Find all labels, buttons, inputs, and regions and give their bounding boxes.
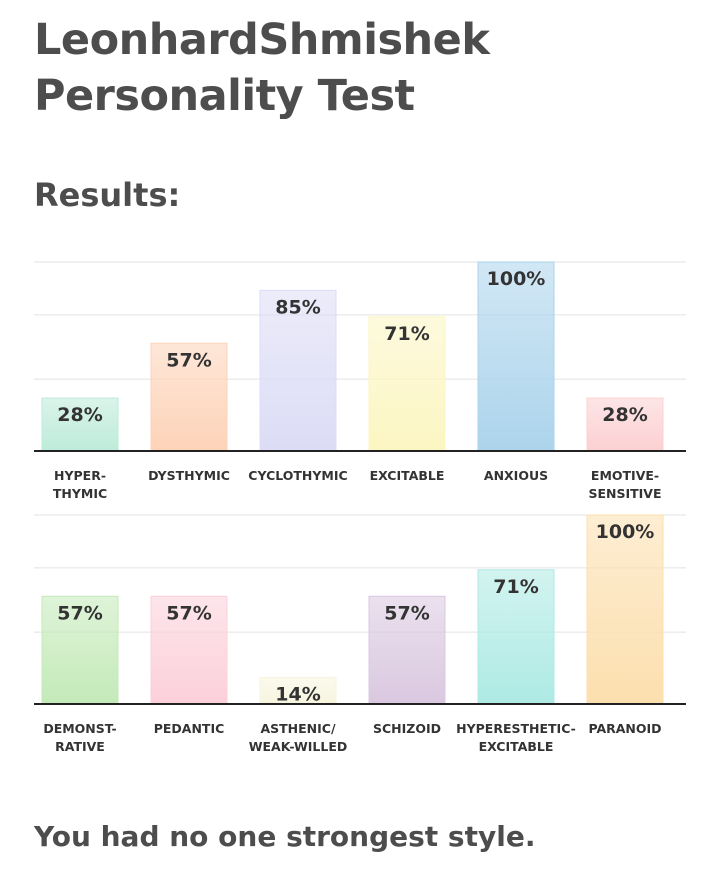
category-label: EXCITABLE	[370, 468, 445, 483]
bar	[150, 342, 228, 452]
page-title-line-1: LeonhardShmishek	[34, 15, 490, 65]
category-label: ASTHENIC/	[260, 721, 335, 736]
bar-chart-2: 57% DEMONST- RATIVE 57% PEDANTIC 14% ASTHENIC/…	[34, 514, 686, 754]
category-label: HYPER-	[54, 468, 106, 483]
result-summary: You had no one strongest style.	[34, 820, 536, 853]
category-label: DEMONST-	[43, 721, 116, 736]
page-title-line-2: Personality Test	[34, 71, 415, 121]
category-label: PEDANTIC	[154, 721, 225, 736]
category-label: PARANOID	[588, 721, 661, 736]
bar	[41, 595, 119, 705]
bar	[368, 316, 446, 452]
results-heading: Results:	[34, 176, 181, 214]
category-label: THYMIC	[53, 486, 107, 501]
page-title: LeonhardShmishek Personality Test	[34, 12, 490, 124]
bar	[477, 261, 555, 452]
bar	[586, 514, 664, 705]
category-label: EMOTIVE-	[591, 468, 659, 483]
bar-value-label: 57%	[166, 602, 211, 624]
category-label: CYCLOTHYMIC	[248, 468, 347, 483]
bar-value-label: 57%	[57, 602, 102, 624]
bar-value-label: 14%	[275, 684, 320, 706]
category-label: HYPERESTHETIC-	[456, 721, 576, 736]
category-label: ANXIOUS	[484, 468, 548, 483]
bar	[368, 595, 446, 705]
bar	[150, 595, 228, 705]
category-label: RATIVE	[55, 739, 105, 754]
bar-value-label: 28%	[57, 404, 102, 426]
bar-value-label: 57%	[384, 602, 429, 624]
category-label: SENSITIVE	[588, 486, 661, 501]
bar-value-label: 100%	[487, 268, 546, 290]
bar	[259, 289, 337, 452]
bar-value-label: 57%	[166, 349, 211, 371]
category-label: WEAK-WILLED	[249, 739, 348, 754]
category-label: SCHIZOID	[373, 721, 441, 736]
bar-chart-1: 28% HYPER- THYMIC 57% DYSTHYMIC 85% CYCLOTHYMI…	[34, 261, 686, 501]
bar-value-label: 28%	[602, 404, 647, 426]
bar-value-label: 71%	[384, 323, 429, 345]
bar	[41, 397, 119, 452]
bar-value-label: 71%	[493, 576, 538, 598]
bar-value-label: 100%	[596, 521, 655, 543]
bar-value-label: 85%	[275, 296, 320, 318]
category-label: EXCITABLE	[479, 739, 554, 754]
bar	[477, 569, 555, 705]
category-label: DYSTHYMIC	[148, 468, 230, 483]
